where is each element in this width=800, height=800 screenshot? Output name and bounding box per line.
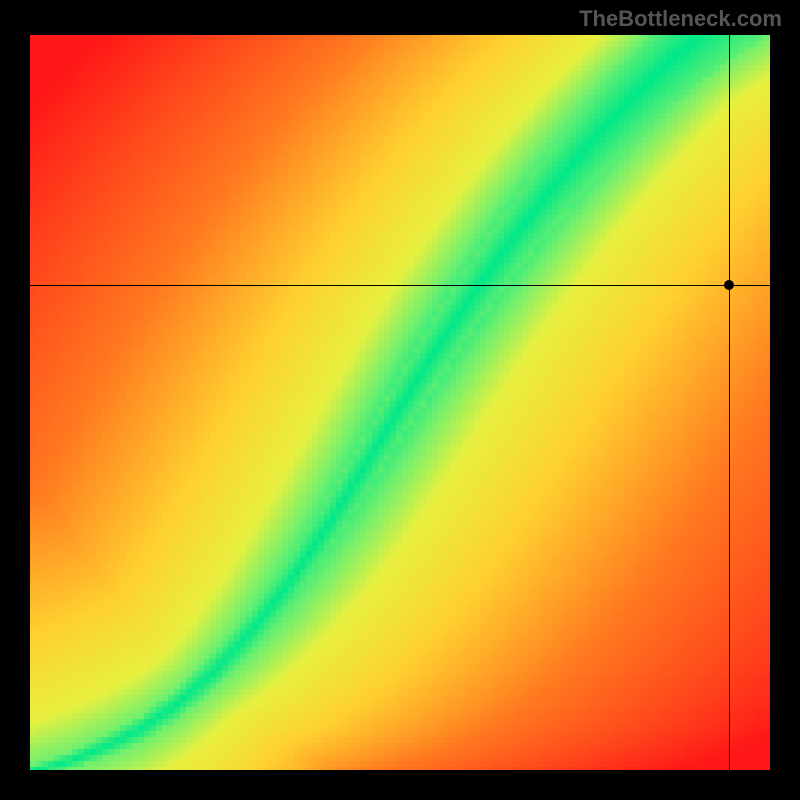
chart-container: TheBottleneck.com	[0, 0, 800, 800]
crosshair-marker	[724, 280, 734, 290]
crosshair-horizontal	[30, 285, 770, 286]
crosshair-vertical	[729, 35, 730, 770]
heatmap-canvas	[30, 35, 770, 770]
plot-area	[30, 35, 770, 770]
watermark-text: TheBottleneck.com	[579, 6, 782, 32]
